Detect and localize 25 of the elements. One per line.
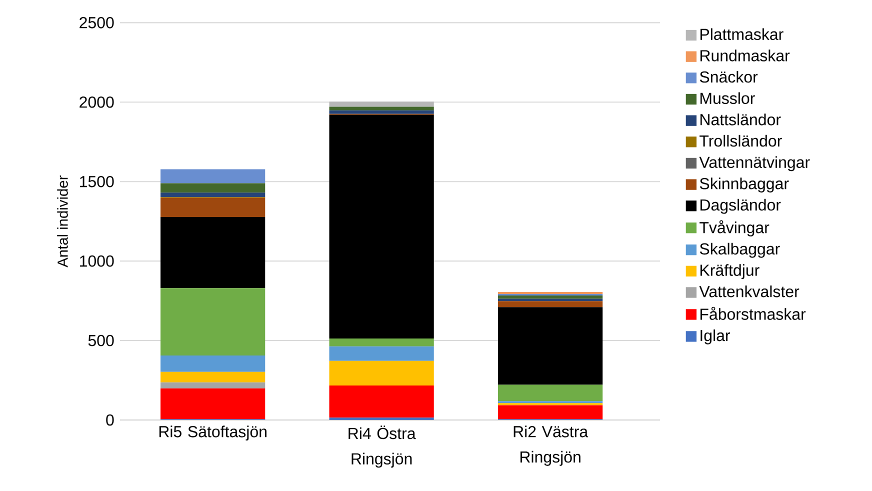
legend-label: Snäckor xyxy=(700,71,758,83)
y-tick-label: 1500 xyxy=(80,176,114,188)
legend-label: Vattenkvalster xyxy=(699,286,800,298)
y-tick-label: 500 xyxy=(88,335,114,346)
x-tick-label: Ri5 Sätoftasjön xyxy=(159,426,266,441)
y-tick-label: 0 xyxy=(106,414,114,426)
y-tick-label: 2000 xyxy=(80,96,114,108)
legend-label: Musslor xyxy=(700,92,755,104)
legend-label: Rundmaskar xyxy=(700,50,790,62)
legend-label: Skalbaggar xyxy=(700,243,780,258)
legend-label: Plattmaskar xyxy=(700,28,784,40)
legend-label: Dagsländor xyxy=(700,199,781,214)
legend-label: Nattsländor xyxy=(700,114,781,126)
legend-label: Fåborstmaskar xyxy=(700,306,806,320)
legend-label: Tvåvingar xyxy=(700,220,770,237)
x-tick-label: Ri2 Västra Ringsjön xyxy=(514,426,588,466)
legend-label: Kräftdjur xyxy=(700,264,760,280)
legend-label: Vattennätvingar xyxy=(699,156,810,172)
legend-label: Skinnbaggar xyxy=(700,178,789,193)
legend-label: Iglar xyxy=(700,330,730,345)
y-tick-label: 2500 xyxy=(80,17,114,28)
x-tick-label: Ri4 Östra Ringsjön xyxy=(348,426,416,468)
y-tick-label: 1000 xyxy=(80,256,114,267)
legend-label: Trollsländor xyxy=(700,135,782,147)
y-axis-title: Antal individer xyxy=(57,176,68,268)
